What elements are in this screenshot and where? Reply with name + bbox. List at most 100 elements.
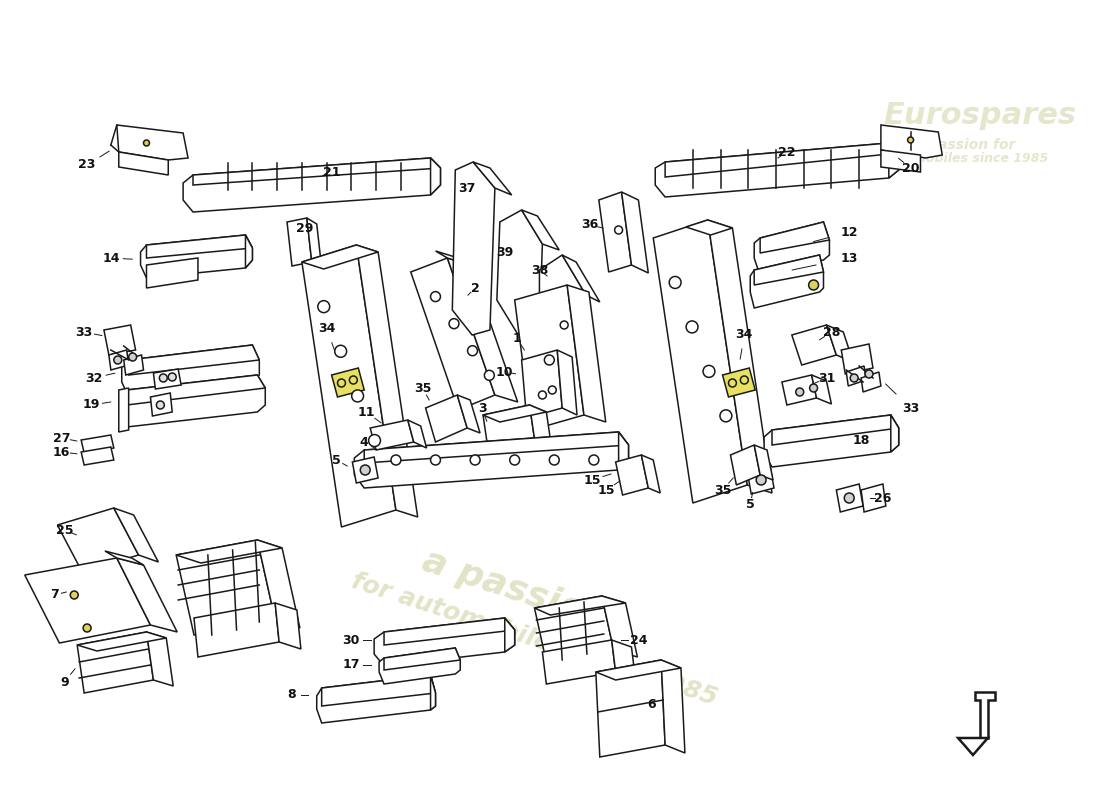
Circle shape — [468, 346, 477, 356]
Circle shape — [810, 384, 817, 392]
Text: 5: 5 — [332, 454, 341, 466]
Polygon shape — [723, 368, 756, 397]
Circle shape — [850, 374, 858, 382]
Polygon shape — [146, 632, 173, 686]
Circle shape — [703, 366, 715, 378]
Text: 18: 18 — [852, 434, 870, 446]
Circle shape — [560, 321, 568, 329]
Polygon shape — [146, 235, 252, 258]
Polygon shape — [321, 675, 436, 706]
Text: 24: 24 — [629, 634, 647, 646]
Polygon shape — [301, 245, 396, 527]
Polygon shape — [842, 344, 873, 374]
Polygon shape — [119, 388, 129, 432]
Polygon shape — [109, 350, 129, 370]
Polygon shape — [374, 618, 515, 666]
Text: for automobiles since 1985: for automobiles since 1985 — [349, 570, 720, 710]
Text: automobiles since 1985: automobiles since 1985 — [881, 151, 1048, 165]
Text: 29: 29 — [296, 222, 314, 234]
Circle shape — [352, 390, 363, 402]
Polygon shape — [176, 540, 282, 563]
Text: 7: 7 — [51, 589, 58, 602]
Text: 33: 33 — [902, 402, 920, 414]
Circle shape — [390, 455, 400, 465]
Text: 16: 16 — [53, 446, 70, 458]
Circle shape — [129, 353, 136, 361]
Polygon shape — [975, 692, 994, 738]
Circle shape — [740, 376, 748, 384]
Text: 12: 12 — [840, 226, 858, 238]
Polygon shape — [364, 432, 628, 463]
Text: 14: 14 — [102, 251, 120, 265]
Circle shape — [549, 455, 559, 465]
Polygon shape — [151, 393, 173, 416]
Text: 9: 9 — [60, 675, 68, 689]
Polygon shape — [430, 675, 436, 710]
Circle shape — [318, 301, 330, 313]
Polygon shape — [568, 285, 606, 422]
Polygon shape — [410, 258, 495, 410]
Circle shape — [865, 370, 873, 378]
Circle shape — [548, 386, 557, 394]
Text: 15: 15 — [583, 474, 601, 486]
Polygon shape — [275, 603, 301, 649]
Circle shape — [509, 455, 519, 465]
Polygon shape — [408, 420, 427, 448]
Text: 21: 21 — [322, 166, 340, 178]
Polygon shape — [812, 375, 832, 404]
Text: 10: 10 — [496, 366, 514, 378]
Circle shape — [588, 455, 598, 465]
Text: 19: 19 — [82, 398, 100, 411]
Text: 31: 31 — [817, 371, 835, 385]
Polygon shape — [661, 660, 685, 753]
Text: 28: 28 — [823, 326, 840, 338]
Polygon shape — [113, 508, 158, 562]
Polygon shape — [176, 540, 275, 635]
Polygon shape — [352, 457, 378, 483]
Text: 2: 2 — [471, 282, 480, 294]
Polygon shape — [452, 162, 495, 335]
Polygon shape — [836, 484, 864, 512]
Polygon shape — [730, 445, 760, 485]
Text: 3: 3 — [477, 402, 486, 414]
Circle shape — [756, 475, 766, 485]
Polygon shape — [183, 158, 440, 212]
Polygon shape — [618, 432, 628, 470]
Polygon shape — [117, 125, 188, 160]
Polygon shape — [750, 255, 824, 308]
Polygon shape — [495, 442, 537, 478]
Text: 4: 4 — [360, 435, 368, 449]
Text: 22: 22 — [778, 146, 795, 158]
Polygon shape — [686, 220, 733, 235]
Polygon shape — [379, 648, 460, 684]
Circle shape — [720, 410, 732, 422]
Text: 11: 11 — [358, 406, 375, 418]
Text: Eurospares: Eurospares — [883, 101, 1077, 130]
Circle shape — [368, 434, 381, 446]
Polygon shape — [146, 258, 198, 288]
Text: 36: 36 — [581, 218, 598, 231]
Text: 27: 27 — [53, 431, 70, 445]
Polygon shape — [119, 152, 168, 175]
Polygon shape — [846, 366, 866, 386]
Polygon shape — [287, 218, 311, 266]
Text: 25: 25 — [56, 523, 73, 537]
Circle shape — [160, 374, 167, 382]
Polygon shape — [430, 158, 440, 195]
Text: a passion: a passion — [418, 544, 612, 636]
Polygon shape — [119, 375, 265, 427]
Text: 39: 39 — [496, 246, 514, 258]
Polygon shape — [521, 210, 559, 250]
Text: 26: 26 — [874, 491, 892, 505]
Text: 20: 20 — [902, 162, 920, 174]
Circle shape — [449, 318, 459, 329]
Polygon shape — [192, 158, 440, 185]
Polygon shape — [542, 640, 616, 684]
Polygon shape — [653, 220, 747, 503]
Polygon shape — [436, 251, 470, 265]
Polygon shape — [473, 162, 512, 195]
Polygon shape — [760, 222, 829, 253]
Polygon shape — [747, 466, 774, 494]
Text: 8: 8 — [288, 689, 296, 702]
Circle shape — [430, 292, 440, 302]
